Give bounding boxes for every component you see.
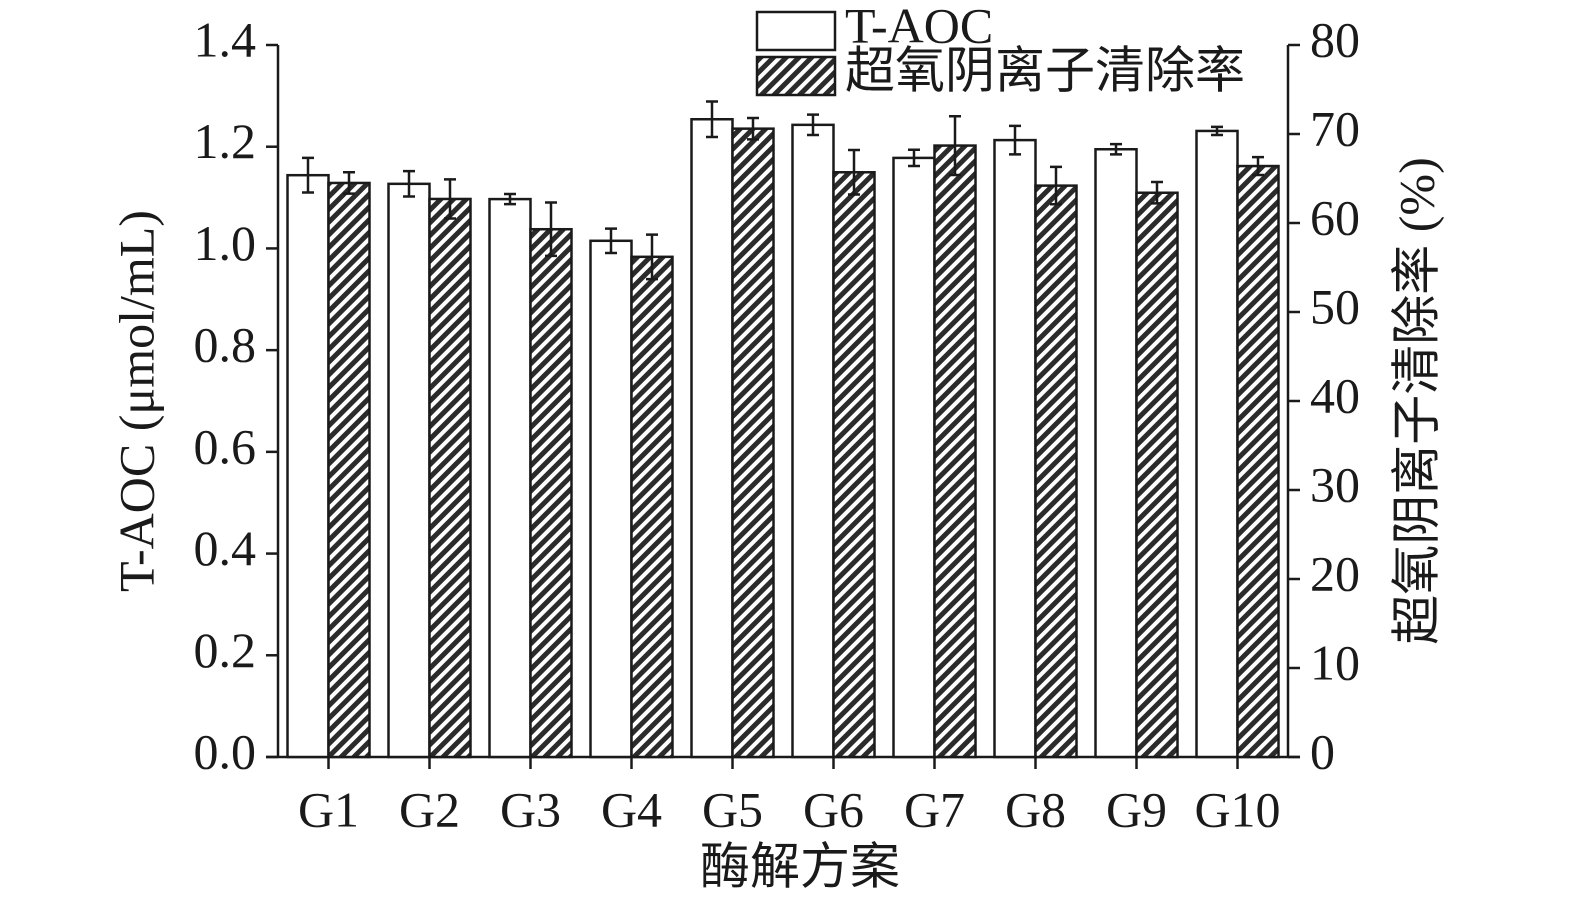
bar: [1094, 148, 1138, 759]
error-bar: [403, 169, 415, 198]
x-tick-label: G10: [1194, 781, 1280, 837]
x-tick-label: G2: [399, 781, 460, 837]
x-tick-label: G8: [1005, 781, 1066, 837]
bar: [993, 138, 1037, 759]
y2-tick-label: 40: [1310, 367, 1360, 423]
y2-tick-label: 20: [1310, 545, 1360, 601]
bar: [589, 239, 633, 759]
y2-tick-label: 70: [1310, 100, 1360, 156]
error-bar: [949, 114, 961, 177]
bar: [791, 123, 835, 759]
y-tick-label: 0.6: [194, 418, 257, 474]
y-axis-title: T-AOC (μmol/mL): [108, 210, 164, 592]
error-bar: [504, 192, 516, 206]
x-tick-label: G5: [702, 781, 763, 837]
x-tick-label: G6: [803, 781, 864, 837]
bar: [327, 181, 371, 759]
bar: [286, 173, 330, 759]
bar: [731, 127, 775, 759]
x-tick-label: G4: [601, 781, 662, 837]
y-tick-label: 0.8: [194, 317, 257, 373]
bar: [488, 197, 532, 759]
x-tick-label: G1: [298, 781, 359, 837]
bar: [933, 144, 977, 759]
error-bar: [908, 148, 920, 168]
bar: [529, 227, 573, 759]
legend-label: T-AOC: [845, 0, 993, 53]
legend-swatch: [755, 10, 837, 52]
y-tick-label: 1.4: [194, 11, 257, 67]
y2-tick-label: 10: [1310, 634, 1360, 690]
error-bar: [545, 201, 557, 258]
y2-axis-title: 超氧阴离子清除率 (%): [1388, 157, 1444, 644]
y-tick-label: 0.4: [194, 520, 257, 576]
error-bar: [1211, 125, 1223, 137]
error-bar: [807, 113, 819, 137]
error-bar: [1050, 165, 1062, 206]
error-bar: [1151, 180, 1163, 205]
error-bar: [1009, 124, 1021, 156]
bar: [1135, 191, 1179, 759]
y2-tick-label: 60: [1310, 189, 1360, 245]
x-tick-label: G3: [500, 781, 561, 837]
y-tick-label: 1.2: [194, 113, 257, 169]
y2-tick-label: 0: [1310, 723, 1335, 779]
legend-swatch: [755, 55, 837, 97]
x-tick-label: G7: [904, 781, 965, 837]
bar: [832, 171, 876, 759]
error-bar: [706, 100, 718, 139]
bar: [1034, 184, 1078, 759]
bar: [1236, 164, 1280, 759]
y-tick-label: 1.0: [194, 215, 257, 271]
error-bar: [1110, 142, 1122, 156]
error-bar: [444, 178, 456, 220]
error-bar: [747, 116, 759, 141]
y2-tick-label: 30: [1310, 456, 1360, 512]
y2-tick-label: 80: [1310, 11, 1360, 67]
y2-tick-label: 50: [1310, 278, 1360, 334]
legend-label: 超氧阴离子清除率: [845, 42, 1245, 98]
error-bar: [1252, 155, 1264, 177]
bar: [630, 255, 674, 759]
error-bar: [605, 227, 617, 255]
y-tick-label: 0.0: [194, 723, 257, 779]
error-bar: [646, 233, 658, 281]
x-tick-label: G9: [1106, 781, 1167, 837]
error-bar: [343, 171, 355, 195]
bar: [690, 118, 734, 759]
bar: [1195, 129, 1239, 759]
bar: [892, 156, 936, 759]
bar: [387, 182, 431, 759]
error-bar: [302, 156, 314, 194]
y-tick-label: 0.2: [194, 622, 257, 678]
bar: [428, 197, 472, 759]
x-axis-title: 酶解方案: [700, 838, 900, 894]
error-bar: [848, 148, 860, 196]
